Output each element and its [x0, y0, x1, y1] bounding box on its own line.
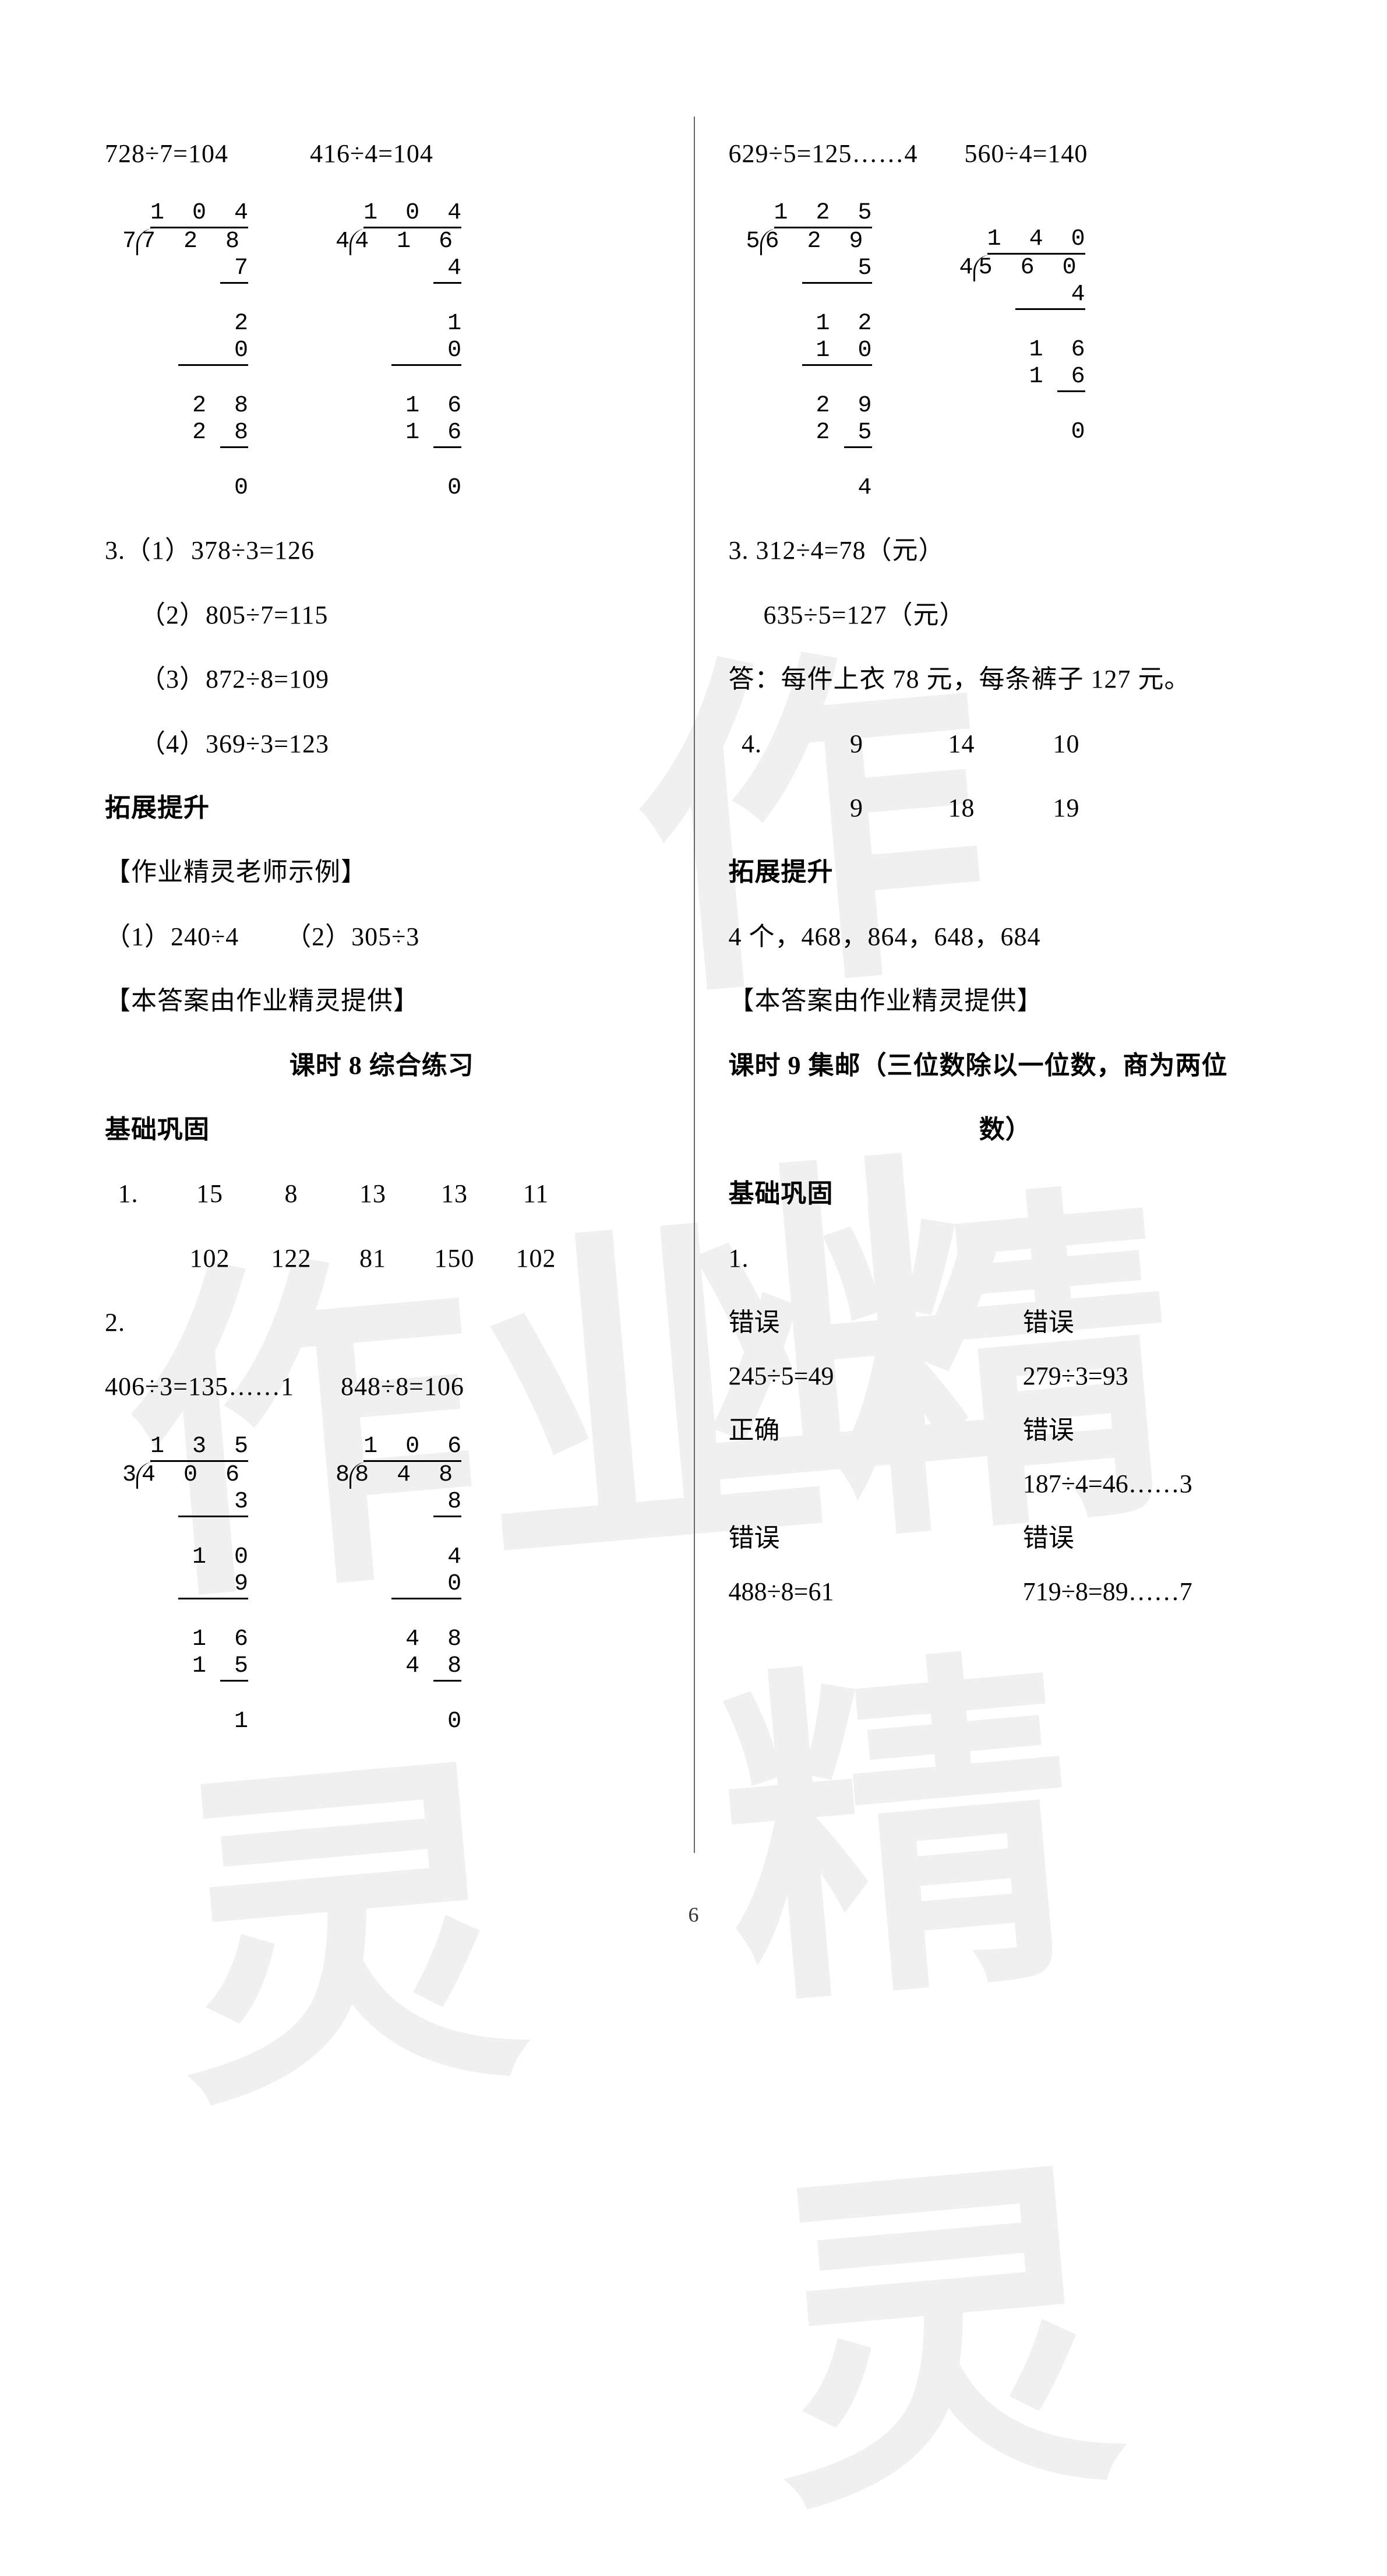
- lesson9-title-2: 数）: [729, 1103, 1283, 1157]
- page-number: 6: [689, 1902, 699, 1927]
- left-eq2: 416÷4=104: [310, 127, 433, 181]
- left-q1-row2: 1. 102 122 81 150 102: [105, 1232, 659, 1285]
- left-eq1: 728÷7=104: [105, 127, 228, 181]
- left-q3-1: 3.（1）378÷3=126: [105, 524, 659, 577]
- left-q1: 1. 15 8 13 13 11: [105, 1167, 659, 1221]
- left-credit: 【本答案由作业精灵提供】: [105, 974, 659, 1028]
- left-example-1: （1）240÷4: [105, 910, 239, 964]
- lesson8-title: 课时 8 综合练习: [105, 1039, 659, 1093]
- right-q1-grid: 错误 错误 245÷5=49 279÷3=93 正确 错误 187÷4=46………: [729, 1296, 1283, 1619]
- left-q3-2: （2）805÷7=115: [105, 589, 659, 642]
- left-q2-label: 2.: [105, 1296, 659, 1349]
- q1-label: 1.: [105, 1167, 151, 1221]
- left-section-tuozhan: 拓展提升: [105, 781, 659, 835]
- left-eq-row-2: 406÷3=135……1 848÷8=106: [105, 1360, 659, 1414]
- right-longdiv-row-1: 1 2 5 56 2 9 5 1 2 1 0 2 9 2 5 4 1 4 0 4…: [729, 191, 1283, 513]
- right-q4-row2: 4. 9 18 19: [729, 781, 1283, 835]
- lesson9-title-1: 课时 9 集邮（三位数除以一位数，商为两位: [729, 1039, 1283, 1093]
- left-example-row: （1）240÷4 （2）305÷3: [105, 910, 659, 964]
- right-section-tuozhan: 拓展提升: [729, 845, 1283, 899]
- left-eq-row-1: 728÷7=104 416÷4=104: [105, 127, 659, 181]
- longdiv-848-8: 1 0 6 88 4 8 8 4 0 4 8 4 8 0: [336, 1433, 461, 1735]
- longdiv-560-4: 1 4 0 45 6 0 4 1 6 1 6 0: [959, 226, 1085, 446]
- right-tuozhan-ans: 4 个，468，864，648，684: [729, 910, 1283, 964]
- left-column: 728÷7=104 416÷4=104 1 0 4 77 2 8 7 2 0 2…: [105, 117, 694, 1874]
- q4-label: 4.: [729, 717, 775, 771]
- right-q3-2: 635÷5=127（元）: [729, 589, 1283, 642]
- right-q3-ans: 答：每件上衣 78 元，每条裤子 127 元。: [729, 653, 1283, 706]
- right-eq2: 560÷4=140: [964, 127, 1088, 181]
- right-credit: 【本答案由作业精灵提供】: [729, 974, 1283, 1028]
- left-q3-4: （4）369÷3=123: [105, 717, 659, 771]
- right-q3-1: 3. 312÷4=78（元）: [729, 524, 1283, 577]
- left-section-jichu: 基础巩固: [105, 1103, 659, 1157]
- right-q1-label: 1.: [729, 1232, 1283, 1285]
- left-eq3: 406÷3=135……1: [105, 1360, 294, 1414]
- right-q4: 4. 9 14 10: [729, 717, 1283, 771]
- longdiv-406-3: 1 3 5 34 0 6 3 1 0 9 1 6 1 5 1: [122, 1433, 248, 1735]
- longdiv-728-7: 1 0 4 77 2 8 7 2 0 2 8 2 8 0: [122, 200, 248, 502]
- left-example-2: （2）305÷3: [285, 910, 419, 964]
- left-q3-3: （3）872÷8=109: [105, 653, 659, 706]
- left-example-label: 【作业精灵老师示例】: [105, 845, 659, 899]
- right-column: 629÷5=125……4 560÷4=140 1 2 5 56 2 9 5 1 …: [694, 117, 1283, 1874]
- longdiv-629-5: 1 2 5 56 2 9 5 1 2 1 0 2 9 2 5 4: [746, 200, 872, 502]
- left-eq4: 848÷8=106: [341, 1360, 464, 1414]
- right-eq-row-1: 629÷5=125……4 560÷4=140: [729, 127, 1283, 181]
- longdiv-416-4: 1 0 4 44 1 6 4 1 0 1 6 1 6 0: [336, 200, 461, 502]
- left-longdiv-row-1: 1 0 4 77 2 8 7 2 0 2 8 2 8 0 1 0 4 44 1 …: [105, 191, 659, 513]
- right-eq1: 629÷5=125……4: [729, 127, 918, 181]
- right-section-jichu: 基础巩固: [729, 1167, 1283, 1221]
- left-longdiv-row-2: 1 3 5 34 0 6 3 1 0 9 1 6 1 5 1 1 0 6 88 …: [105, 1425, 659, 1747]
